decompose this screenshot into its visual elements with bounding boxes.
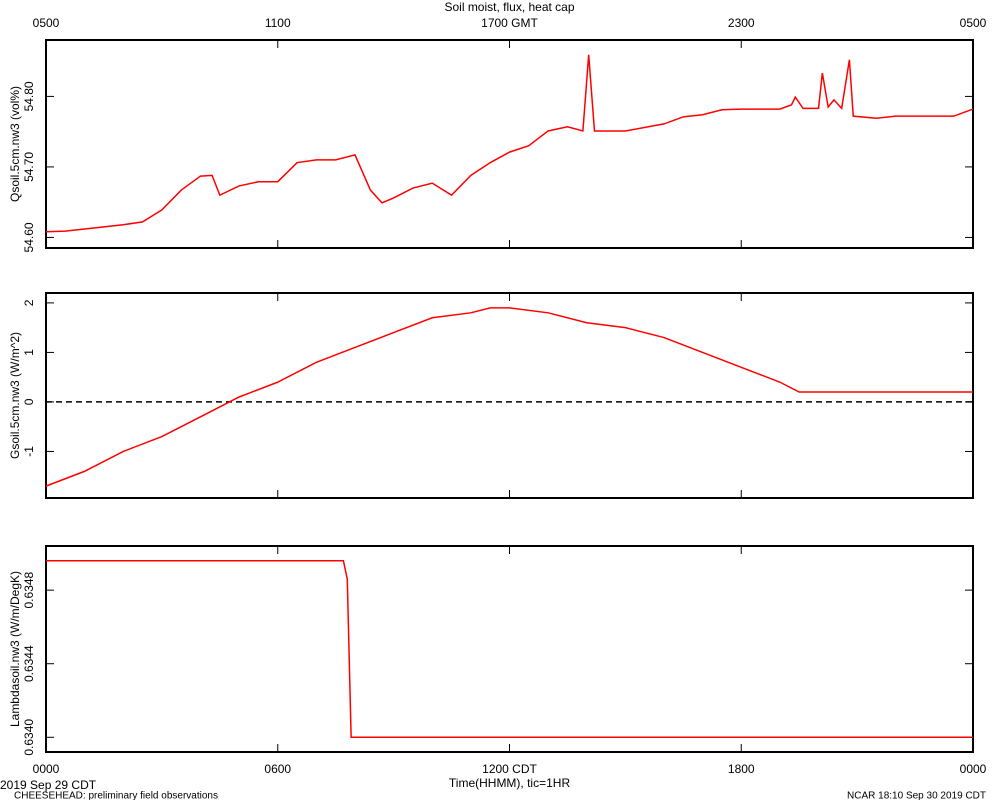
x-tick-label: 0600 xyxy=(264,762,291,776)
x2-tick-label: 1100 xyxy=(265,16,291,30)
y-tick-label: 0.6348 xyxy=(22,571,36,608)
data-line xyxy=(45,307,973,487)
y-tick-label: 1 xyxy=(22,349,36,356)
y-tick-label: 54.70 xyxy=(22,152,36,182)
x2-tick-label: 0500 xyxy=(960,16,987,30)
x-tick-label: 0000 xyxy=(33,762,60,776)
x2-tick-label: 2300 xyxy=(728,16,755,30)
y-axis-label: Qsoil.5cm.nw3 (vol%) xyxy=(8,86,22,202)
y-tick-label: 54.60 xyxy=(22,222,36,252)
data-line xyxy=(46,559,973,739)
footer-date: 2019 Sep 29 CDT xyxy=(0,778,97,792)
footer-note: CHEESEHEAD: preliminary field observatio… xyxy=(14,791,218,800)
x2-tick-label: 1700 GMT xyxy=(481,16,538,30)
plot-frame xyxy=(45,545,974,753)
plot-frame xyxy=(45,292,974,499)
chart-title: Soil moist, flux, heat cap xyxy=(444,0,574,14)
x-tick-label: 1200 CDT xyxy=(482,762,537,776)
x-tick-label: 0000 xyxy=(960,762,987,776)
x-tick-label: 1800 xyxy=(728,762,755,776)
y-tick-label: -1 xyxy=(22,446,36,457)
x-axis-label: Time(HHMM), tic=1HR xyxy=(449,776,571,790)
data-line xyxy=(45,54,974,233)
y-tick-label: 0 xyxy=(22,398,36,405)
y-tick-label: 2 xyxy=(22,299,36,306)
footer-stamp: NCAR 18:10 Sep 30 2019 CDT xyxy=(847,791,986,800)
x2-tick-label: 0500 xyxy=(33,16,60,30)
plot-frame xyxy=(45,39,974,249)
y-axis-label: Gsoil.5cm.nw3 (W/m^2) xyxy=(8,332,22,459)
y-axis-label: Lambdasoil.nw3 (W/m/DegK) xyxy=(8,571,22,727)
y-tick-label: 0.6344 xyxy=(22,645,36,682)
y-tick-label: 54.80 xyxy=(22,81,36,111)
y-tick-label: 0.6340 xyxy=(22,719,36,756)
